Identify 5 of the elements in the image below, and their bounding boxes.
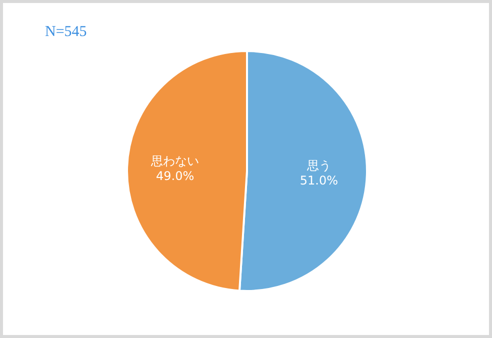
slice-label: 思わない [150, 154, 200, 168]
text: N=545 [45, 24, 87, 40]
data-label: 49.0% [156, 168, 194, 183]
data-label: 51.0% [300, 173, 338, 188]
slice-label: 思う [306, 158, 331, 172]
